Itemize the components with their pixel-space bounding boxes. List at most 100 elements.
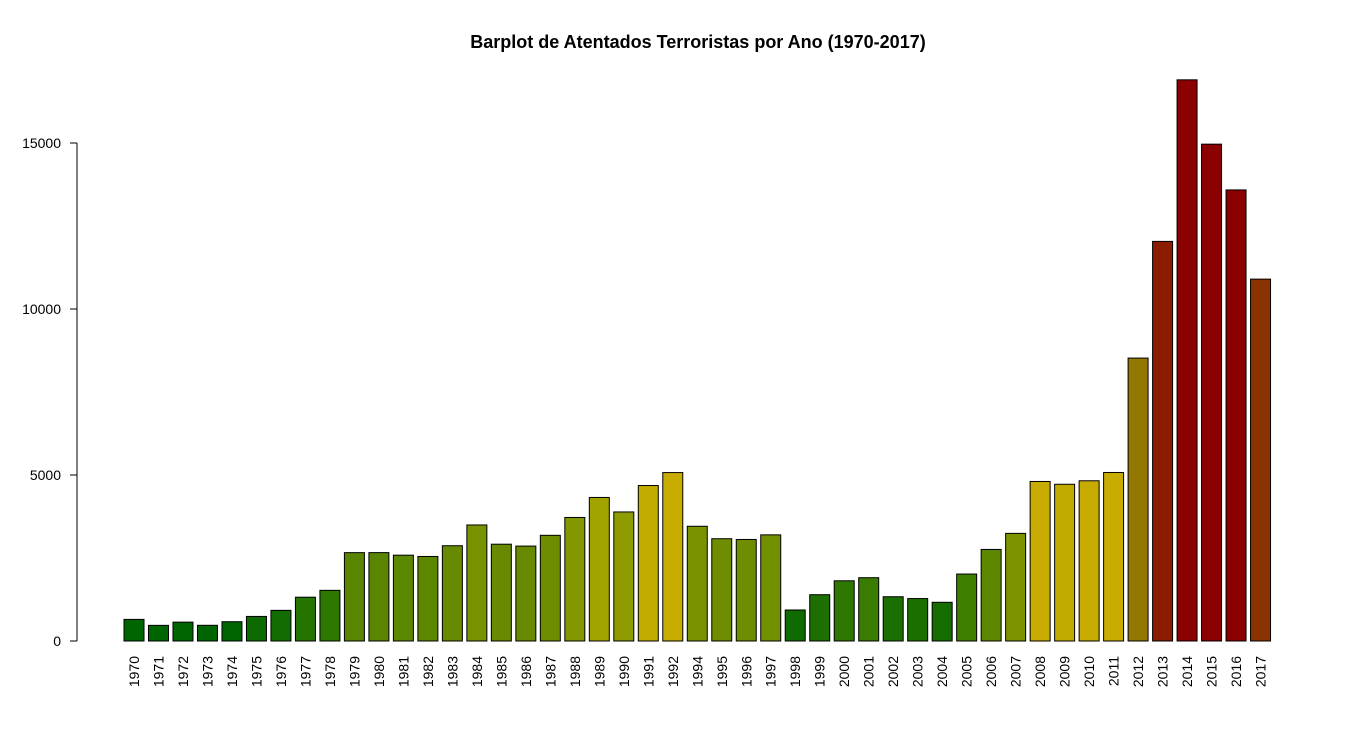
bar-2007 [1005, 532, 1027, 642]
x-tick-label-2017: 2017 [1253, 656, 1269, 687]
bar-1978 [319, 589, 341, 642]
x-tick-label-2004: 2004 [934, 656, 950, 687]
bar-1989 [588, 496, 610, 642]
y-tick-label: 10000 [22, 301, 61, 317]
bar-1998 [784, 609, 806, 642]
x-tick-label-1979: 1979 [346, 656, 362, 687]
bar-1979 [343, 552, 365, 642]
chart-title: Barplot de Atentados Terroristas por Ano… [470, 32, 925, 52]
x-tick-label-1995: 1995 [714, 656, 730, 687]
bar-1975 [245, 615, 267, 642]
x-tick-label-2003: 2003 [910, 656, 926, 687]
bar-1983 [441, 545, 463, 642]
bar-2004 [931, 601, 953, 642]
x-tick-label-2012: 2012 [1130, 656, 1146, 687]
x-tick-label-2014: 2014 [1179, 656, 1195, 687]
x-tick-label-2006: 2006 [983, 656, 999, 687]
bar-1991 [637, 485, 659, 642]
x-tick-label-1996: 1996 [738, 656, 754, 687]
x-tick-label-1999: 1999 [812, 656, 828, 687]
x-tick-label-2002: 2002 [885, 656, 901, 687]
x-tick-label-2000: 2000 [836, 656, 852, 687]
x-tick-label-2005: 2005 [959, 656, 975, 687]
bar-1999 [809, 594, 831, 642]
x-tick-label-1980: 1980 [371, 656, 387, 687]
bar-1971 [147, 624, 169, 642]
x-tick-label-1985: 1985 [493, 656, 509, 687]
x-tick-label-1976: 1976 [273, 656, 289, 687]
x-tick-label-1972: 1972 [175, 656, 191, 687]
x-tick-label-1987: 1987 [542, 656, 558, 687]
x-tick-label-2009: 2009 [1057, 656, 1073, 687]
bar-2000 [833, 580, 855, 642]
x-tick-label-1992: 1992 [665, 656, 681, 687]
bar-1976 [270, 609, 292, 642]
x-tick-label-1971: 1971 [150, 656, 166, 687]
x-tick-label-2007: 2007 [1008, 656, 1024, 687]
bar-1982 [417, 555, 439, 642]
x-tick-label-1988: 1988 [567, 656, 583, 687]
x-tick-label-1989: 1989 [591, 656, 607, 687]
bar-1987 [539, 534, 561, 642]
bar-2013 [1152, 240, 1174, 642]
bar-2002 [882, 596, 904, 642]
bar-2016 [1225, 189, 1247, 642]
bar-2003 [907, 598, 929, 642]
bar-1977 [294, 596, 316, 642]
bar-1990 [613, 511, 635, 642]
bar-1980 [368, 552, 390, 642]
bar-2011 [1103, 471, 1125, 642]
bar-1981 [392, 554, 414, 642]
x-tick-label-1986: 1986 [518, 656, 534, 687]
x-tick-label-1997: 1997 [763, 656, 779, 687]
y-tick-label: 15000 [22, 135, 61, 151]
x-tick-label-2013: 2013 [1155, 656, 1171, 687]
bar-2010 [1078, 480, 1100, 642]
bar-2008 [1029, 480, 1051, 642]
x-tick-label-1991: 1991 [640, 656, 656, 687]
bar-2014 [1176, 79, 1198, 642]
bar-1995 [711, 538, 733, 642]
bar-2017 [1250, 278, 1272, 642]
x-tick-label-1982: 1982 [420, 656, 436, 687]
bar-1992 [662, 472, 684, 642]
bar-1973 [196, 624, 218, 642]
bar-1994 [686, 525, 708, 642]
bar-1986 [515, 545, 537, 642]
y-tick-label: 0 [53, 633, 61, 649]
bar-2005 [956, 573, 978, 642]
bar-1985 [490, 543, 512, 642]
x-tick-label-1970: 1970 [126, 656, 142, 687]
x-tick-label-2001: 2001 [861, 656, 877, 687]
x-tick-label-1973: 1973 [199, 656, 215, 687]
x-tick-label-1974: 1974 [224, 656, 240, 687]
bar-2009 [1054, 483, 1076, 642]
x-tick-label-1975: 1975 [248, 656, 264, 687]
x-tick-label-1981: 1981 [395, 656, 411, 687]
x-tick-label-1984: 1984 [469, 656, 485, 687]
bars-group [123, 79, 1272, 642]
y-tick-label: 5000 [30, 467, 61, 483]
x-tick-label-1998: 1998 [787, 656, 803, 687]
bar-1970 [123, 618, 145, 642]
x-tick-label-1977: 1977 [297, 656, 313, 687]
bar-1974 [221, 621, 243, 642]
x-tick-label-2015: 2015 [1204, 656, 1220, 687]
bar-1997 [760, 534, 782, 642]
x-tick-label-2010: 2010 [1081, 656, 1097, 687]
x-tick-label-1978: 1978 [322, 656, 338, 687]
bar-1988 [564, 516, 586, 642]
bar-2001 [858, 577, 880, 642]
x-tick-label-2011: 2011 [1106, 656, 1122, 686]
x-tick-label-1983: 1983 [444, 656, 460, 687]
x-tick-label-1990: 1990 [616, 656, 632, 687]
x-tick-label-1994: 1994 [689, 656, 705, 687]
bar-2006 [980, 548, 1002, 642]
x-tick-labels: 1970 1971 1972 1973 1974 1975 1976 1977 1978 1979… [126, 656, 1269, 687]
bar-2012 [1127, 357, 1149, 642]
y-axis: 0 5000 10000 15000 [22, 135, 78, 649]
bar-2015 [1201, 143, 1223, 642]
x-tick-label-2008: 2008 [1032, 656, 1048, 687]
bar-1972 [172, 621, 194, 642]
